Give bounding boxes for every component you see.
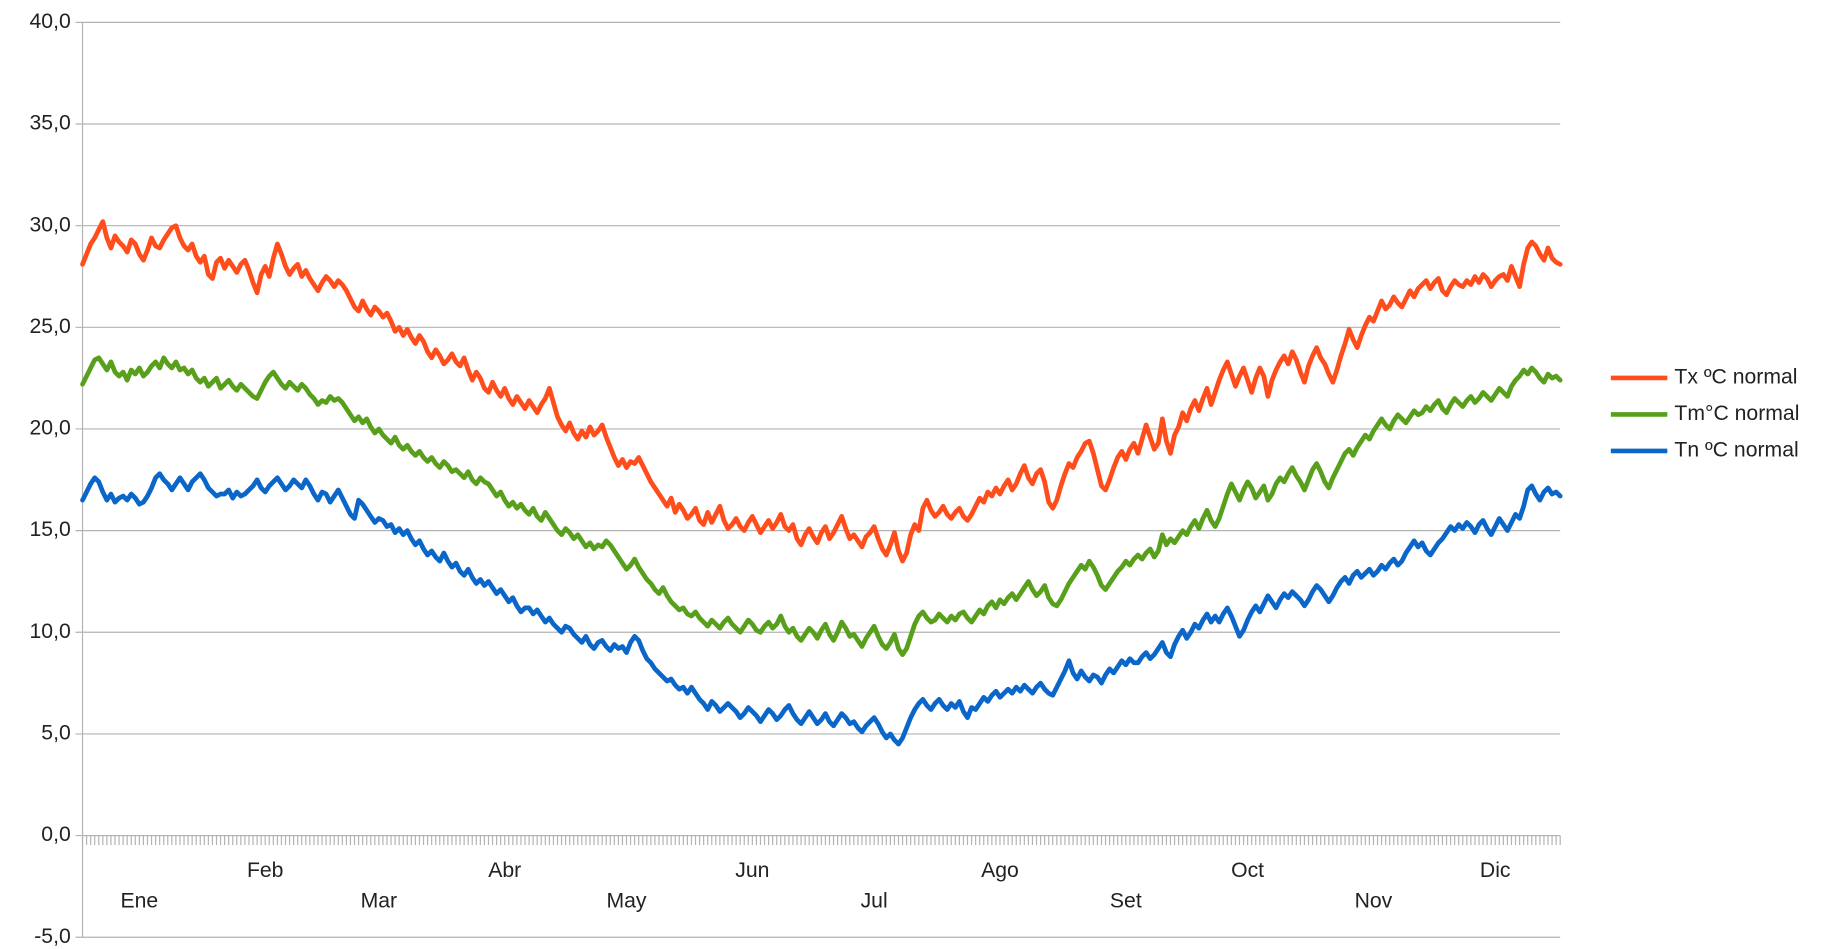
x-tick-label: Ago (981, 859, 1019, 882)
y-tick-label: 15,0 (30, 518, 71, 541)
y-tick-label: 30,0 (30, 213, 71, 236)
x-tick-label: May (606, 889, 646, 912)
x-tick-label: Jun (735, 859, 769, 882)
series-line (80, 355, 1563, 657)
x-tick-label: Oct (1231, 859, 1264, 882)
x-axis-ticks (81, 835, 1561, 845)
y-tick-label: 35,0 (30, 112, 71, 135)
y-tick-label: 10,0 (30, 620, 71, 643)
legend-label: Tm°C normal (1674, 402, 1799, 425)
y-tick-label: -5,0 (34, 925, 71, 948)
x-tick-label: Set (1110, 889, 1142, 912)
x-tick-label: Abr (488, 859, 521, 882)
x-tick-label: Ene (121, 889, 159, 912)
y-tick-label: 25,0 (30, 315, 71, 338)
x-tick-label: Nov (1355, 889, 1393, 912)
series-line (80, 471, 1563, 747)
legend-label: Tn ºC normal (1674, 439, 1798, 462)
y-tick-label: 5,0 (41, 722, 70, 745)
x-tick-label: Feb (247, 859, 284, 882)
series-line (80, 219, 1563, 564)
x-tick-label: Dic (1480, 859, 1511, 882)
y-tick-label: 40,0 (30, 10, 71, 33)
x-tick-label: Jul (861, 889, 888, 912)
legend-label: Tx ºC normal (1674, 366, 1797, 389)
x-tick-label: Mar (361, 889, 398, 912)
y-tick-label: 0,0 (41, 823, 70, 846)
y-tick-label: 20,0 (30, 417, 71, 440)
legend: Tx ºC normal Tm°C normal Tn ºC normal (1610, 366, 1799, 462)
